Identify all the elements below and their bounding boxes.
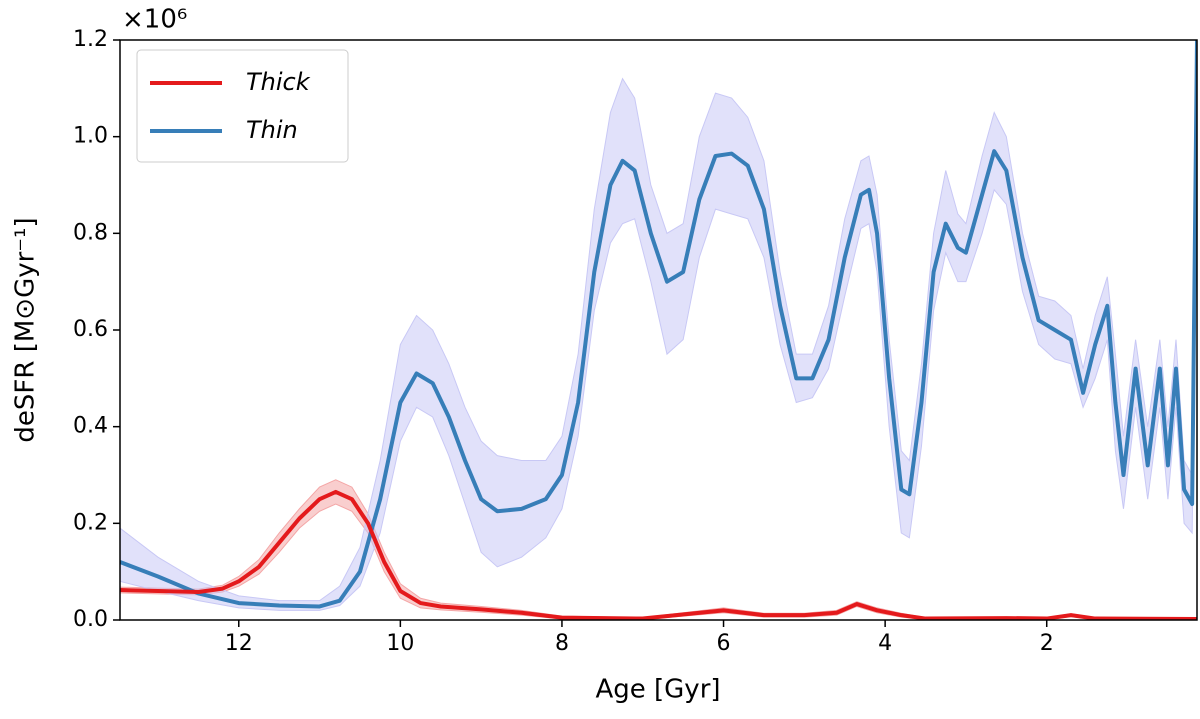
x-tick-label: 8 [555, 631, 569, 656]
y-axis-label: deSFR [M⊙Gyr⁻¹] [11, 217, 41, 442]
legend-box [136, 49, 349, 163]
y-tick-label: 0.0 [73, 607, 108, 632]
x-tick-label: 12 [225, 631, 253, 656]
y-tick-label: 0.6 [73, 317, 108, 342]
series-line [120, 489, 1197, 620]
y-tick-label: 0.2 [73, 510, 108, 535]
y-tick-label: 0.8 [73, 220, 108, 245]
y-tick-label: 1.2 [73, 27, 108, 52]
legend: Thick Thin [136, 49, 349, 163]
x-axis-label: Age [Gyr] [595, 675, 720, 705]
plot-area [120, 40, 1197, 620]
x-tick-label: 10 [386, 631, 414, 656]
x-tick-label: 2 [1040, 631, 1054, 656]
x-tick-label: 6 [717, 631, 731, 656]
x-tick-label: 4 [878, 631, 892, 656]
y-tick-label: 0.4 [73, 414, 108, 439]
y-tick-label: 1.0 [73, 124, 108, 149]
y-offset-label: ×10⁶ [122, 5, 187, 35]
legend-label: Thick [246, 68, 311, 96]
confidence-band [120, 479, 1197, 620]
series-line [120, 40, 1197, 609]
confidence-band [120, 40, 1197, 611]
legend-label: Thin [246, 116, 298, 144]
